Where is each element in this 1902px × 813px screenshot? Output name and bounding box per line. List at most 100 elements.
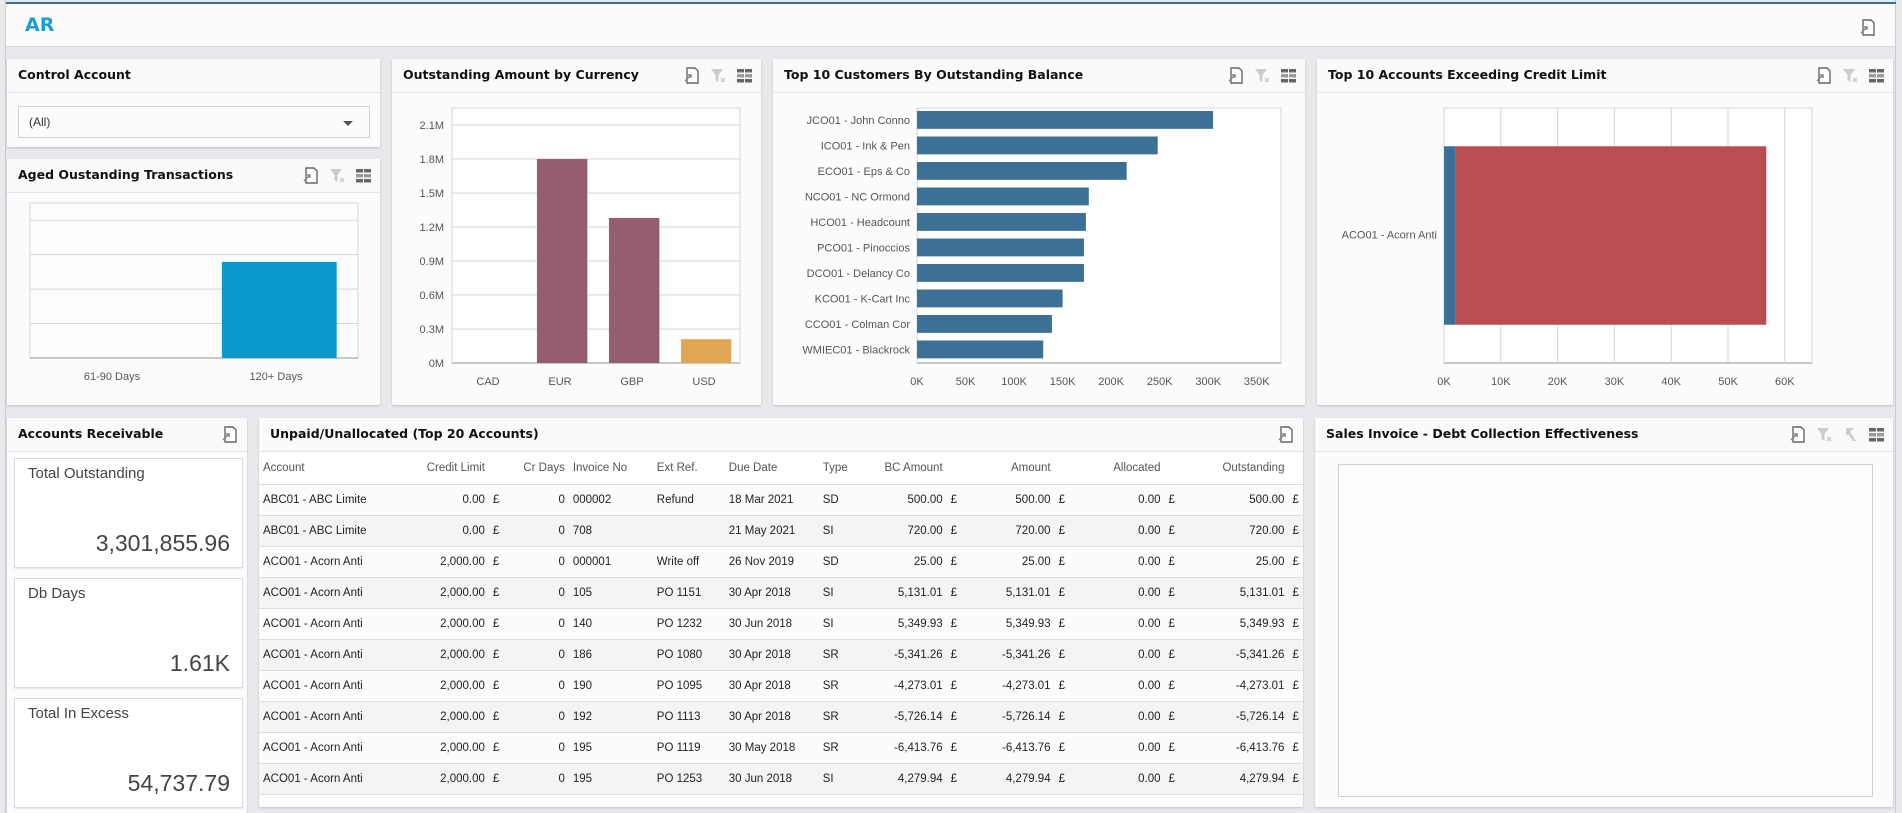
column-header[interactable]: Allocated [1084, 452, 1165, 485]
kpi-total-in-excess: Total In Excess 54,737.79 [14, 698, 243, 808]
control-account-select[interactable]: (All) [18, 106, 370, 138]
table-cell: £ [946, 608, 977, 640]
table-cell: SI [818, 515, 865, 547]
table-cell: £ [488, 732, 519, 764]
kpi-label: Total Outstanding [28, 465, 145, 482]
table-cell: 0 [518, 732, 569, 764]
table-scroll-area[interactable]: Account Credit Limit Cr Days Invoice No Ext … [259, 418, 1303, 807]
table-cell: £ [1288, 546, 1303, 578]
table-cell: ACO01 - Acorn Anti [259, 670, 377, 702]
table-cell: ACO01 - Acorn Anti [259, 546, 377, 578]
view-toggle-icon[interactable] [1868, 426, 1885, 443]
column-header[interactable]: Amount [976, 452, 1055, 485]
currency-bar-chart: 0M 0.3M 0.6M 0.9M 1.2M 1.5M 1.8M 2.1M CAD EUR GBP U… [420, 107, 741, 388]
column-header[interactable]: Type [818, 452, 865, 485]
x-tick-label: 30K [1605, 376, 1625, 388]
table-cell: SR [818, 639, 865, 671]
table-cell: 0.00 [1084, 484, 1165, 516]
drill-up-icon[interactable] [1842, 426, 1859, 443]
view-toggle-icon[interactable] [736, 67, 753, 84]
x-tick-label: 20K [1548, 376, 1568, 388]
export-icon[interactable] [1860, 19, 1877, 36]
export-icon[interactable] [684, 67, 701, 84]
table-cell: 2,000.00 [376, 608, 489, 640]
table-cell: 21 May 2021 [724, 515, 819, 547]
table-cell: 2,000.00 [376, 732, 489, 764]
table-row[interactable]: ACO01 - Acorn Anti 2,000.00 £0 186 PO 1080 30… [259, 639, 1303, 671]
table-cell: 0.00 [1084, 701, 1165, 733]
column-header[interactable]: Credit Limit [376, 452, 489, 485]
table-cell: £ [1054, 546, 1085, 578]
table-cell: 5,131.01 [976, 577, 1055, 609]
export-icon[interactable] [222, 426, 239, 443]
clear-filter-icon[interactable] [1842, 67, 1859, 84]
table-cell: -6,413.76 [976, 732, 1055, 764]
top-customers-bar-chart: 0K 50K 100K 150K 200K 250K 300K 350K JCO01 - Joh… [802, 107, 1282, 388]
column-header[interactable]: Due Date [724, 452, 819, 485]
column-header [946, 452, 977, 485]
export-icon[interactable] [1228, 67, 1245, 84]
table-cell: Write off [652, 546, 725, 578]
table-cell: ACO01 - Acorn Anti [259, 701, 377, 733]
table-row[interactable]: ACO01 - Acorn Anti 2,000.00 £0 000001 Write … [259, 546, 1303, 578]
view-toggle-icon[interactable] [1868, 67, 1885, 84]
table-cell: 30 Apr 2018 [724, 639, 819, 671]
column-header[interactable]: Ext Ref. [652, 452, 725, 485]
table-cell: £ [1164, 515, 1195, 547]
view-toggle-icon[interactable] [355, 167, 372, 184]
table-cell: £ [1288, 608, 1303, 640]
panel-header: Top 10 Customers By Outstanding Balance [773, 59, 1305, 93]
table-cell: £ [488, 670, 519, 702]
table-cell: SR [818, 732, 865, 764]
unpaid-unallocated-panel: Account Credit Limit Cr Days Invoice No Ext … [259, 418, 1303, 807]
table-row[interactable]: ACO01 - Acorn Anti 2,000.00 £0 105 PO 1151 30… [259, 577, 1303, 609]
table-row[interactable]: ACO01 - Acorn Anti 2,000.00 £0 190 PO 1095 30… [259, 670, 1303, 702]
export-icon[interactable] [303, 167, 320, 184]
export-icon[interactable] [1790, 426, 1807, 443]
bar [917, 162, 1127, 180]
x-tick-label: 300K [1195, 376, 1221, 388]
x-tick-label: 0K [1437, 376, 1451, 388]
column-header [1164, 452, 1195, 485]
table-cell: 2,000.00 [376, 546, 489, 578]
column-header[interactable]: Outstanding [1194, 452, 1289, 485]
table-cell: 25.00 [864, 546, 947, 578]
kpi-total-outstanding: Total Outstanding 3,301,855.96 [14, 458, 243, 568]
table-row[interactable]: ACO01 - Acorn Anti 2,000.00 £0 195 PO 1119 30… [259, 732, 1303, 764]
table-header-row: Account Credit Limit Cr Days Invoice No Ext … [259, 452, 1303, 485]
table-cell: -4,273.01 [864, 670, 947, 702]
table-cell: 0.00 [1084, 515, 1165, 547]
column-header[interactable]: Account [259, 452, 377, 485]
table-row[interactable]: ABC01 - ABC Limite 0.00 £0 000002 Refund 18 M… [259, 484, 1303, 516]
kpi-label: Db Days [28, 585, 86, 602]
table-cell: 0 [518, 577, 569, 609]
table-cell: £ [946, 639, 977, 671]
clear-filter-icon[interactable] [1816, 426, 1833, 443]
view-toggle-icon[interactable] [1280, 67, 1297, 84]
table-cell: £ [946, 763, 977, 795]
table-cell: PO 1113 [652, 701, 725, 733]
panel-header: Aged Oustanding Transactions [7, 159, 380, 193]
control-account-panel: Control Account (All) [7, 59, 380, 147]
window-top-accent [6, 2, 1896, 4]
table-cell: 4,279.94 [1194, 763, 1289, 795]
table-row[interactable]: ACO01 - Acorn Anti 2,000.00 £0 195 PO 1253 30… [259, 763, 1303, 795]
x-tick-label: USD [692, 376, 715, 388]
column-header[interactable]: Cr Days [518, 452, 569, 485]
clear-filter-icon[interactable] [1254, 67, 1271, 84]
export-icon[interactable] [1278, 426, 1295, 443]
table-row[interactable]: ACO01 - Acorn Anti 2,000.00 £0 140 PO 1232 30… [259, 608, 1303, 640]
table-row[interactable]: ACO01 - Acorn Anti 2,000.00 £0 192 PO 1113 30… [259, 701, 1303, 733]
panel-toolbar [303, 167, 372, 184]
panel-title: Unpaid/Unallocated (Top 20 Accounts) [270, 426, 539, 441]
window-left-border [5, 0, 6, 813]
column-header[interactable]: Invoice No [568, 452, 653, 485]
table-cell: ACO01 - Acorn Anti [259, 577, 377, 609]
clear-filter-icon[interactable] [329, 167, 346, 184]
table-row[interactable]: ABC01 - ABC Limite 0.00 £0 708 21 May 2021 SI… [259, 515, 1303, 547]
clear-filter-icon[interactable] [710, 67, 727, 84]
table-cell: 000002 [568, 484, 653, 516]
export-icon[interactable] [1816, 67, 1833, 84]
column-header[interactable]: BC Amount [864, 452, 947, 485]
table-cell: -5,726.14 [864, 701, 947, 733]
